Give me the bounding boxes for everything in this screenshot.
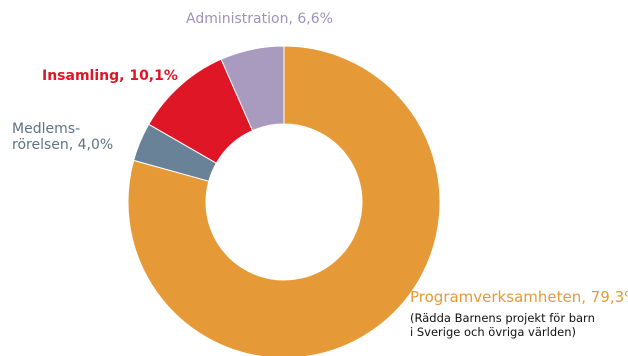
annotation-line-1: (Rädda Barnens projekt för barn bbox=[410, 311, 595, 325]
annotation-line-2: i Sverige och övriga världen) bbox=[410, 325, 576, 340]
slice-programverksamheten bbox=[127, 45, 441, 356]
program-annotation: (Rädda Barnens projekt för barn i Sverig… bbox=[410, 311, 595, 340]
label-programverksamheten: Programverksamheten, 79,3% bbox=[410, 288, 628, 306]
slice-administration bbox=[220, 45, 285, 132]
label-administration: Administration, 6,6% bbox=[186, 11, 333, 27]
label-insamling: Insamling, 10,1% bbox=[42, 68, 178, 84]
label-medlemsrorelsen: Medlems- rörelsen, 4,0% bbox=[12, 121, 114, 154]
